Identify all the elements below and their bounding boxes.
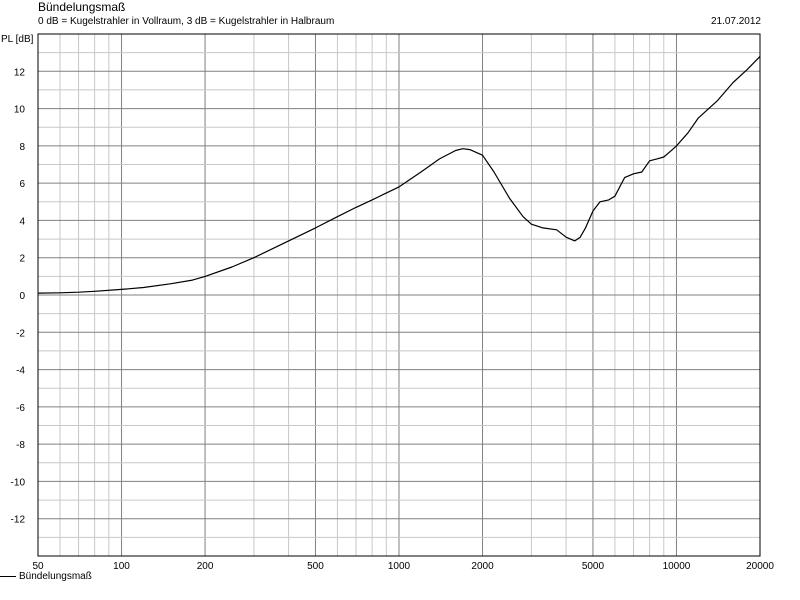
x-tick-label: 2000: [471, 561, 494, 572]
y-tick-label: -8: [16, 440, 25, 451]
y-tick-label: 0: [19, 291, 25, 302]
x-tick-label: 1000: [388, 561, 411, 572]
x-tick-label: 200: [197, 561, 214, 572]
y-axis-label: PL [dB]: [1, 34, 34, 45]
legend: Bündelungsmaß: [0, 571, 92, 582]
y-tick-label: 6: [19, 179, 25, 190]
y-tick-label: -4: [16, 366, 25, 377]
y-tick-label: 8: [19, 142, 25, 153]
y-tick-label: -6: [16, 403, 25, 414]
chart-subtitle: 0 dB = Kugelstrahler in Vollraum, 3 dB =…: [38, 16, 335, 27]
y-tick-label: 2: [19, 254, 25, 265]
y-tick-label: 4: [19, 216, 25, 227]
chart-title: Bündelungsmaß: [38, 0, 126, 14]
x-tick-label: 10000: [663, 561, 691, 572]
x-tick-label: 5000: [582, 561, 605, 572]
plot-frame: [37, 33, 761, 557]
y-tick-label: -12: [11, 515, 26, 526]
y-tick-label: 12: [14, 67, 26, 78]
x-tick-label: 100: [113, 561, 130, 572]
series-line: [37, 55, 761, 294]
chart-date: 21.07.2012: [710, 16, 761, 27]
legend-swatch: [0, 576, 16, 577]
y-tick-label: 10: [14, 105, 26, 116]
series-layer: [37, 55, 761, 294]
x-tick-label: 500: [307, 561, 324, 572]
x-tick-label: 50: [32, 561, 44, 572]
axis-ticks: 50 100 200 500 1000 2000 5000 10000 20000 12 10 8 6 4…: [11, 67, 775, 572]
x-tick-label: 20000: [746, 561, 774, 572]
grid: [38, 34, 760, 556]
y-tick-label: -2: [16, 328, 25, 339]
y-tick-label: -10: [11, 477, 26, 488]
legend-label: Bündelungsmaß: [19, 571, 92, 582]
